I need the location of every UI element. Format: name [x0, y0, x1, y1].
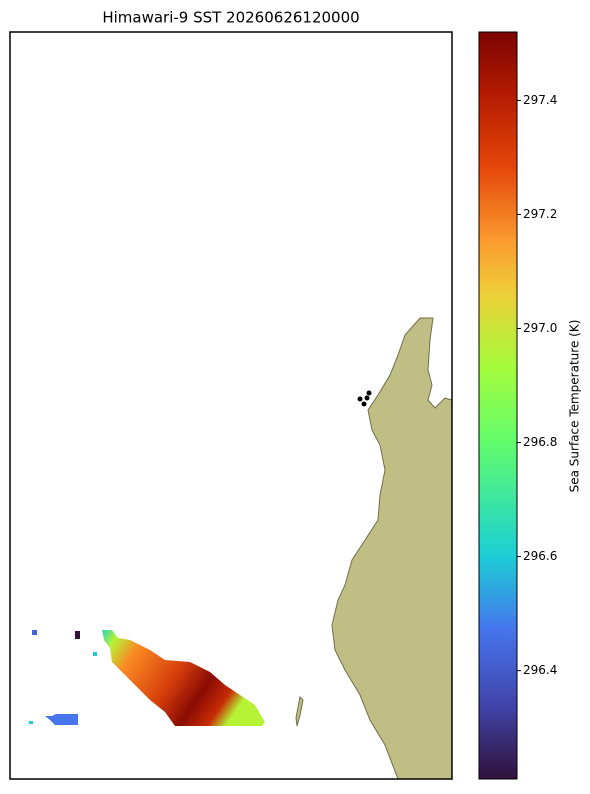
sst-patch — [102, 630, 265, 726]
sst-patch — [45, 714, 78, 725]
colorbar-label: Sea Surface Temperature (K) — [568, 320, 582, 493]
sst-pixel — [32, 630, 37, 635]
map-title: Himawari-9 SST 20260626120000 — [102, 9, 359, 27]
points — [357, 390, 372, 407]
map-frame — [9, 31, 453, 780]
colorbar-tick-label: 296.8 — [523, 435, 557, 449]
land — [331, 317, 452, 779]
island — [295, 695, 304, 727]
colorbar — [478, 31, 518, 780]
point — [361, 401, 367, 407]
colorbar-tick-label: 297.0 — [523, 321, 557, 335]
map-area — [29, 317, 452, 779]
sst-pixel — [93, 652, 97, 656]
point — [357, 396, 363, 402]
sst-pixel — [75, 631, 80, 639]
point — [364, 395, 370, 401]
colorbar-tick-label: 297.4 — [523, 93, 557, 107]
point — [366, 390, 372, 396]
colorbar-tick-label: 296.6 — [523, 549, 557, 563]
sst-field — [29, 630, 265, 726]
colorbar-tick-label: 296.4 — [523, 663, 557, 677]
sst-pixel — [29, 721, 33, 724]
colorbar-tick-label: 297.2 — [523, 207, 557, 221]
